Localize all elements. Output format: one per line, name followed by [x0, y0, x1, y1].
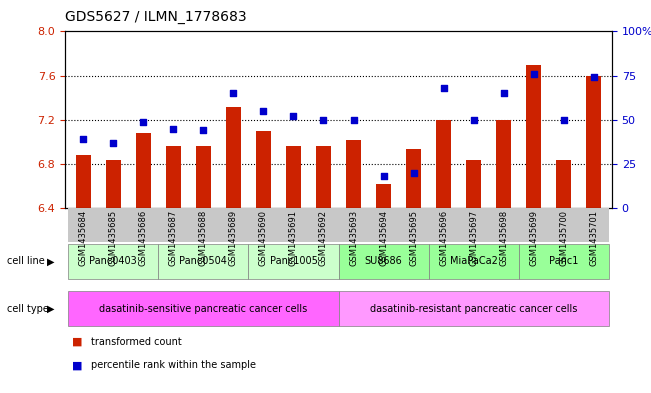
Text: GSM1435696: GSM1435696 [439, 210, 448, 266]
Text: GSM1435687: GSM1435687 [169, 210, 178, 266]
Point [469, 117, 479, 123]
Text: GDS5627 / ILMN_1778683: GDS5627 / ILMN_1778683 [65, 10, 247, 24]
FancyBboxPatch shape [339, 244, 428, 279]
Bar [406, 149, 421, 393]
Bar [286, 147, 301, 393]
Bar [526, 64, 542, 393]
FancyBboxPatch shape [519, 244, 609, 279]
Text: ▶: ▶ [47, 303, 55, 314]
Bar [376, 184, 391, 393]
Bar [557, 160, 572, 393]
FancyBboxPatch shape [519, 208, 549, 242]
Text: Panc0504: Panc0504 [180, 256, 227, 266]
FancyBboxPatch shape [579, 208, 609, 242]
Text: GSM1435699: GSM1435699 [529, 210, 538, 266]
Bar [436, 120, 451, 393]
Bar [346, 140, 361, 393]
Text: GSM1435694: GSM1435694 [379, 210, 388, 266]
Text: GSM1435700: GSM1435700 [559, 210, 568, 266]
Text: transformed count: transformed count [91, 337, 182, 347]
FancyBboxPatch shape [68, 244, 158, 279]
Text: Panc1: Panc1 [549, 256, 579, 266]
FancyBboxPatch shape [98, 208, 128, 242]
FancyBboxPatch shape [368, 208, 398, 242]
Bar [466, 160, 481, 393]
Text: MiaPaCa2: MiaPaCa2 [450, 256, 497, 266]
Point [378, 173, 389, 180]
Text: GSM1435686: GSM1435686 [139, 210, 148, 266]
Text: GSM1435691: GSM1435691 [289, 210, 298, 266]
Text: SU8686: SU8686 [365, 256, 402, 266]
Point [348, 117, 359, 123]
FancyBboxPatch shape [398, 208, 428, 242]
Point [529, 71, 539, 77]
Text: percentile rank within the sample: percentile rank within the sample [91, 360, 256, 371]
FancyBboxPatch shape [188, 208, 218, 242]
FancyBboxPatch shape [428, 208, 459, 242]
Text: GSM1435693: GSM1435693 [349, 210, 358, 266]
Text: dasatinib-sensitive pancreatic cancer cells: dasatinib-sensitive pancreatic cancer ce… [99, 303, 307, 314]
Point [258, 108, 269, 114]
Text: cell type: cell type [7, 303, 48, 314]
Text: ▶: ▶ [47, 256, 55, 266]
Text: Panc0403: Panc0403 [89, 256, 137, 266]
Bar [135, 133, 151, 393]
Text: GSM1435698: GSM1435698 [499, 210, 508, 266]
Bar [105, 160, 120, 393]
Point [228, 90, 238, 97]
FancyBboxPatch shape [249, 244, 339, 279]
FancyBboxPatch shape [128, 208, 158, 242]
Text: GSM1435701: GSM1435701 [589, 210, 598, 266]
Text: GSM1435692: GSM1435692 [319, 210, 328, 266]
Text: GSM1435684: GSM1435684 [79, 210, 88, 266]
FancyBboxPatch shape [489, 208, 519, 242]
Bar [166, 147, 181, 393]
FancyBboxPatch shape [68, 208, 98, 242]
Text: GSM1435695: GSM1435695 [409, 210, 418, 266]
Point [138, 119, 148, 125]
Text: ■: ■ [72, 360, 82, 371]
Text: GSM1435690: GSM1435690 [259, 210, 268, 266]
FancyBboxPatch shape [158, 208, 188, 242]
Text: GSM1435697: GSM1435697 [469, 210, 478, 266]
FancyBboxPatch shape [459, 208, 489, 242]
Text: GSM1435688: GSM1435688 [199, 210, 208, 266]
FancyBboxPatch shape [68, 291, 339, 326]
Point [589, 74, 599, 81]
Text: cell line: cell line [7, 256, 44, 266]
Point [168, 126, 178, 132]
FancyBboxPatch shape [249, 208, 279, 242]
FancyBboxPatch shape [339, 208, 368, 242]
Point [559, 117, 569, 123]
FancyBboxPatch shape [218, 208, 249, 242]
Bar [196, 147, 211, 393]
Point [198, 127, 208, 134]
Text: ■: ■ [72, 337, 82, 347]
FancyBboxPatch shape [158, 244, 249, 279]
Point [288, 113, 299, 119]
Point [439, 85, 449, 91]
Text: dasatinib-resistant pancreatic cancer cells: dasatinib-resistant pancreatic cancer ce… [370, 303, 577, 314]
FancyBboxPatch shape [428, 244, 519, 279]
Bar [587, 76, 602, 393]
Text: Panc1005: Panc1005 [270, 256, 318, 266]
FancyBboxPatch shape [339, 291, 609, 326]
Bar [226, 107, 241, 393]
FancyBboxPatch shape [309, 208, 339, 242]
Point [408, 170, 419, 176]
FancyBboxPatch shape [549, 208, 579, 242]
Bar [316, 147, 331, 393]
Text: GSM1435689: GSM1435689 [229, 210, 238, 266]
Point [78, 136, 89, 143]
Text: GSM1435685: GSM1435685 [109, 210, 118, 266]
Bar [496, 120, 511, 393]
Point [499, 90, 509, 97]
Point [318, 117, 329, 123]
Point [108, 140, 118, 146]
Bar [256, 131, 271, 393]
FancyBboxPatch shape [279, 208, 309, 242]
Bar [76, 155, 90, 393]
